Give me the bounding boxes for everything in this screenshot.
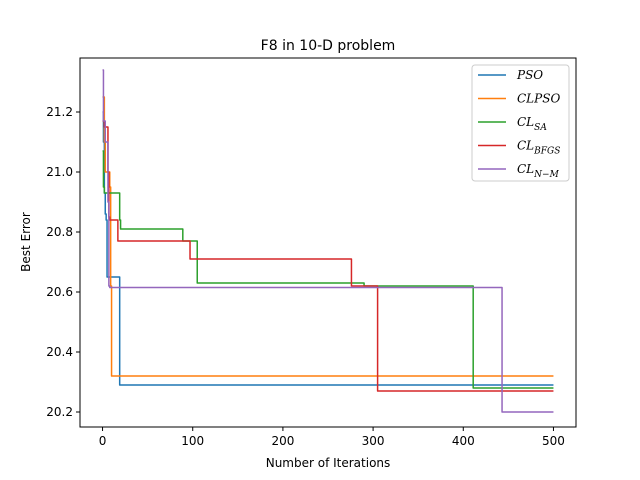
y-tick-label: 21.0 [46,165,73,179]
chart-title: F8 in 10-D problem [261,38,396,54]
y-axis-label: Best Error [19,212,33,272]
x-tick-label: 200 [271,434,294,448]
series-line-3 [102,120,554,392]
x-tick-label: 0 [99,434,107,448]
y-tick-label: 21.2 [46,105,73,119]
x-tick-label: 500 [542,434,565,448]
x-axis-label: Number of Iterations [266,456,391,470]
series-line-4 [102,69,554,413]
x-tick-label: 400 [452,434,475,448]
legend: PSO CLPSO CLSA CLBFGS CLN−M [471,64,570,182]
x-axis: 0 100 200 300 400 500 [99,427,565,448]
y-tick-label: 20.4 [46,345,73,359]
plot-area [102,69,554,413]
legend-label-1: CLPSO [517,92,560,106]
y-axis: 20.2 20.4 20.6 20.8 21.0 21.2 [46,105,80,419]
y-tick-label: 20.8 [46,225,73,239]
y-tick-label: 20.6 [46,285,73,299]
series-line-2 [102,150,554,389]
legend-label-0: PSO [516,68,543,82]
legend-label-2: CLSA [517,115,547,133]
x-tick-label: 300 [362,434,385,448]
legend-label-4: CLN−M [517,162,560,180]
legend-label-3: CLBFGS [517,139,560,157]
plot-frame [79,57,577,428]
legend-box [471,64,570,182]
y-tick-label: 20.2 [46,405,73,419]
x-tick-label: 100 [181,434,204,448]
